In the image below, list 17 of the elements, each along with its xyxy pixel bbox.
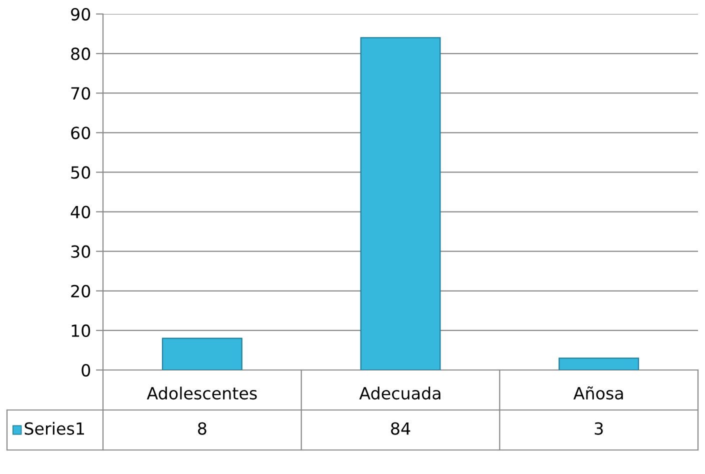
y-tick-label: 0 [82, 364, 90, 377]
y-tick-label: 10 [72, 324, 90, 338]
x-tick-label: Adecuada [359, 386, 440, 400]
legend-label: Series1 [24, 422, 84, 435]
y-tick-label: 50 [71, 166, 90, 179]
y-tick-label: 90 [71, 8, 90, 21]
y-tick-label: 20 [71, 284, 90, 298]
data-label: 8 [198, 422, 206, 435]
y-tick-label: 30 [71, 245, 90, 258]
data-label: 3 [594, 422, 603, 435]
y-tick-label: 60 [71, 126, 90, 140]
y-tick-label: 40 [70, 206, 90, 218]
x-tick-label: Añosa [573, 386, 623, 400]
data-label: 84 [391, 422, 410, 435]
x-tick-label: Adolescentes [146, 386, 257, 400]
y-tick-label: 70 [71, 87, 90, 100]
y-tick-label: 80 [71, 48, 90, 60]
